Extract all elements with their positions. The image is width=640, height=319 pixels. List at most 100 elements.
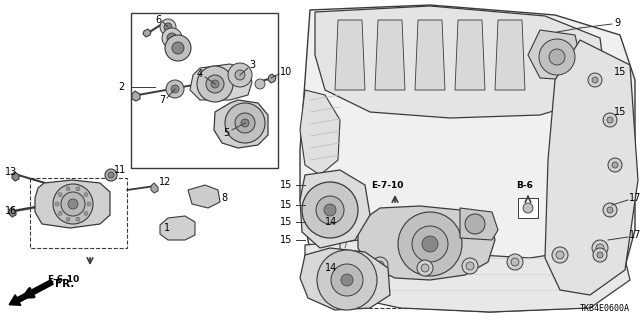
- Text: TKB4E0600A: TKB4E0600A: [580, 304, 630, 313]
- Text: 3: 3: [249, 60, 255, 70]
- Circle shape: [608, 158, 622, 172]
- Text: 10: 10: [280, 67, 292, 77]
- Circle shape: [53, 184, 93, 224]
- Circle shape: [603, 203, 617, 217]
- Circle shape: [68, 199, 78, 209]
- Circle shape: [84, 193, 88, 197]
- Text: 14: 14: [325, 263, 337, 273]
- Polygon shape: [300, 90, 340, 175]
- Text: B-6: B-6: [516, 181, 533, 189]
- Circle shape: [207, 74, 221, 88]
- Circle shape: [327, 252, 343, 268]
- Circle shape: [84, 211, 88, 215]
- Circle shape: [235, 113, 255, 133]
- Circle shape: [172, 42, 184, 54]
- Polygon shape: [214, 100, 268, 148]
- Circle shape: [316, 196, 344, 224]
- Text: 16: 16: [5, 206, 17, 216]
- Circle shape: [341, 274, 353, 286]
- Polygon shape: [300, 248, 390, 310]
- Text: 15: 15: [280, 217, 292, 227]
- Circle shape: [211, 78, 217, 84]
- Polygon shape: [415, 20, 445, 90]
- Text: 15: 15: [614, 67, 627, 77]
- Circle shape: [422, 236, 438, 252]
- Circle shape: [592, 77, 598, 83]
- Circle shape: [607, 117, 613, 123]
- Circle shape: [421, 264, 429, 272]
- Circle shape: [597, 252, 603, 258]
- Circle shape: [376, 261, 384, 269]
- Circle shape: [197, 66, 233, 102]
- Circle shape: [76, 217, 80, 221]
- Circle shape: [58, 193, 62, 197]
- Circle shape: [593, 248, 607, 262]
- Circle shape: [588, 73, 602, 87]
- Bar: [340, 200, 520, 308]
- Circle shape: [160, 19, 176, 35]
- Text: 12: 12: [159, 177, 172, 187]
- Text: E-7-10: E-7-10: [371, 181, 403, 189]
- Text: 15: 15: [280, 200, 292, 210]
- Polygon shape: [300, 170, 370, 248]
- Circle shape: [539, 39, 575, 75]
- Polygon shape: [375, 20, 405, 90]
- Bar: [30, 178, 127, 248]
- Circle shape: [105, 169, 117, 181]
- Polygon shape: [344, 266, 351, 276]
- Polygon shape: [35, 180, 110, 228]
- Circle shape: [66, 217, 70, 221]
- Circle shape: [596, 244, 604, 252]
- Text: 15: 15: [614, 107, 627, 117]
- Circle shape: [108, 172, 114, 178]
- Circle shape: [164, 23, 172, 31]
- Text: 5: 5: [223, 128, 229, 138]
- Text: 4: 4: [197, 69, 203, 79]
- Text: 11: 11: [114, 165, 126, 175]
- Circle shape: [61, 192, 85, 216]
- Polygon shape: [9, 207, 16, 217]
- Bar: [131, 13, 278, 168]
- Polygon shape: [455, 20, 485, 90]
- Polygon shape: [132, 91, 140, 101]
- Bar: [518, 198, 538, 218]
- Circle shape: [465, 214, 485, 234]
- Circle shape: [612, 162, 618, 168]
- Circle shape: [162, 28, 182, 48]
- Polygon shape: [344, 221, 351, 231]
- Text: FR.: FR.: [55, 279, 74, 289]
- Circle shape: [211, 80, 219, 88]
- Polygon shape: [190, 64, 252, 100]
- Circle shape: [166, 80, 184, 98]
- Circle shape: [556, 251, 564, 259]
- Circle shape: [324, 204, 336, 216]
- Circle shape: [76, 187, 80, 191]
- Circle shape: [511, 258, 519, 266]
- Circle shape: [206, 75, 224, 93]
- Text: 17: 17: [629, 193, 640, 203]
- Polygon shape: [460, 208, 498, 240]
- Text: 7: 7: [159, 95, 165, 105]
- Text: E-6-10: E-6-10: [47, 276, 79, 285]
- Circle shape: [58, 211, 62, 215]
- Circle shape: [549, 49, 565, 65]
- Circle shape: [225, 103, 265, 143]
- Circle shape: [165, 35, 191, 61]
- Polygon shape: [335, 20, 365, 90]
- Text: 15: 15: [280, 180, 292, 190]
- Text: 1: 1: [164, 223, 170, 233]
- Polygon shape: [315, 6, 605, 118]
- Polygon shape: [528, 30, 582, 80]
- Circle shape: [398, 212, 462, 276]
- Polygon shape: [151, 183, 158, 193]
- Circle shape: [167, 33, 177, 43]
- Circle shape: [372, 257, 388, 273]
- Circle shape: [417, 260, 433, 276]
- Polygon shape: [12, 172, 19, 181]
- Polygon shape: [545, 40, 638, 295]
- Circle shape: [507, 254, 523, 270]
- Circle shape: [317, 250, 377, 310]
- Text: 2: 2: [118, 82, 124, 92]
- Circle shape: [235, 70, 245, 80]
- Polygon shape: [300, 5, 635, 312]
